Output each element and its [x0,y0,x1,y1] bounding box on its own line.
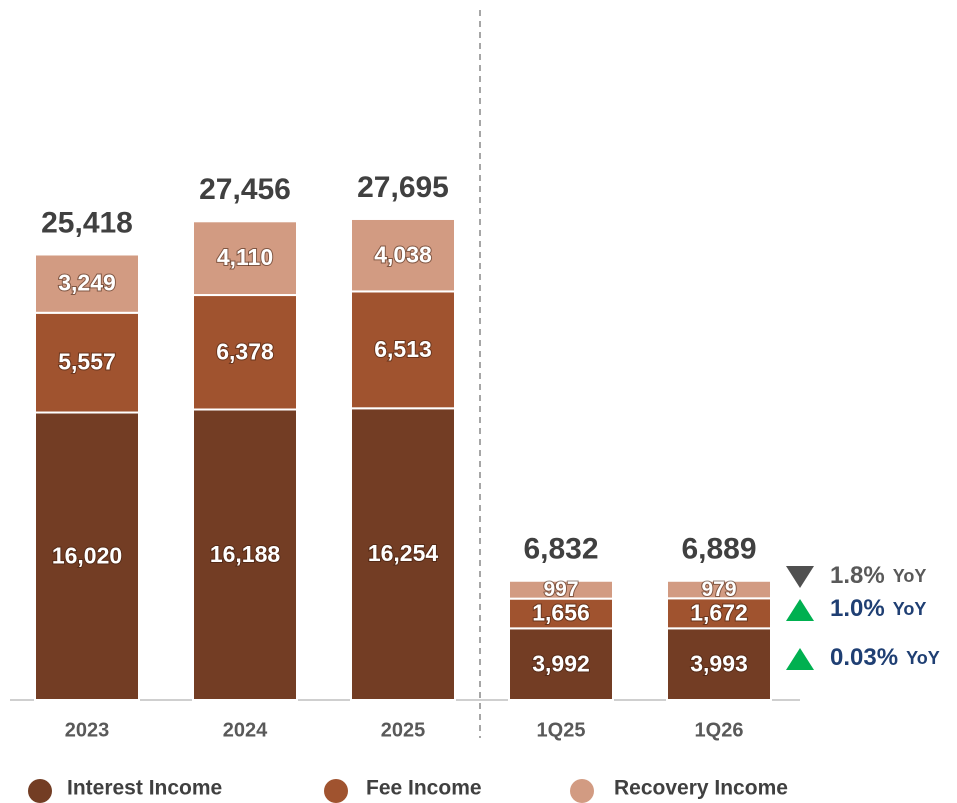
yoy-annotation: 0.03% YoY [830,644,940,671]
yoy-arrow [786,648,814,670]
segment-label: 16,020 [52,542,122,568]
yoy-arrow [786,599,814,621]
segment-label: 997 [543,578,578,601]
segment-label: 4,110 [217,244,273,270]
segment-label: 3,249 [58,270,116,296]
bar-segment [508,597,614,630]
bar-segment [508,579,614,600]
bar-segment [34,411,140,701]
segment-label: 3,993 [690,650,748,676]
legend-swatch [570,779,594,803]
total-label: 6,889 [681,533,756,566]
segment-label: 16,254 [368,540,439,566]
total-label: 27,456 [199,173,291,206]
bar-segment [666,627,772,701]
segment-label: 6,513 [374,336,432,362]
yoy-annotation: 1.0% YoY [830,595,926,622]
segment-label: 4,038 [374,241,432,267]
yoy-unit: YoY [893,599,927,619]
segment-label: 1,672 [690,599,748,625]
legend-label: Interest Income [67,777,222,800]
yoy-annotation: 1.8% YoY [830,562,926,589]
bar-segment [192,408,298,701]
yoy-unit: YoY [906,648,940,668]
total-label: 25,418 [41,206,133,239]
total-label: 6,832 [523,533,598,566]
legend-label: Recovery Income [614,777,788,800]
segment-label: 5,557 [58,349,116,375]
segment-label: 3,992 [532,650,590,676]
segment-label: 1,656 [532,600,590,626]
yoy-value: 1.8% [830,562,885,589]
x-tick-label: 2024 [223,719,268,741]
segment-label: 16,188 [210,541,281,567]
segment-label: 979 [701,578,736,601]
total-label: 27,695 [357,171,449,204]
yoy-arrow [786,566,814,588]
yoy-value: 1.0% [830,595,885,622]
bar-segment [350,217,456,293]
bar-segment [350,407,456,701]
segment-label: 6,378 [216,338,274,364]
x-tick-label: 1Q26 [695,719,744,741]
x-tick-label: 2023 [65,719,110,741]
bar-segment [666,597,772,630]
bar-segment [350,290,456,410]
bar-segment [192,294,298,411]
legend-label: Fee Income [366,777,482,800]
x-tick-label: 2025 [381,719,426,741]
x-tick-label: 1Q25 [537,719,586,741]
yoy-unit: YoY [893,566,927,586]
bar-segment [34,253,140,314]
legend-swatch [324,779,348,803]
bar-segment [192,220,298,297]
legend-swatch [28,779,52,803]
yoy-value: 0.03% [830,644,898,671]
bar-segment [666,579,772,600]
